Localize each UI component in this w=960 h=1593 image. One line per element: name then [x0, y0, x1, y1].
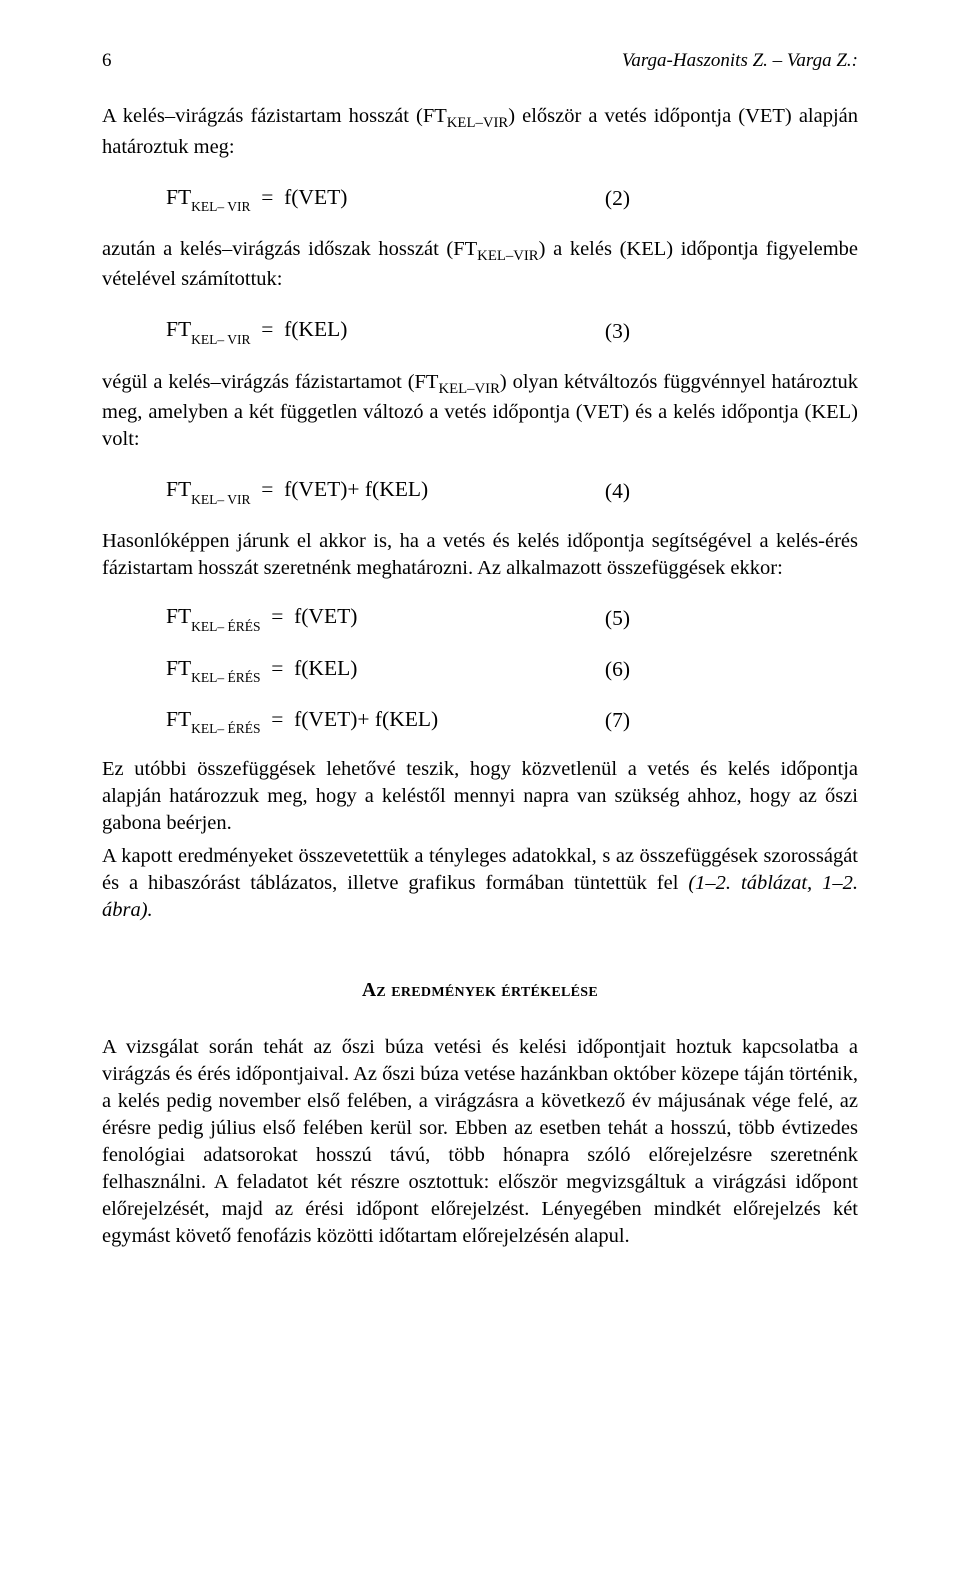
paragraph-3: végül a kelés–virágzás fázistartamot (FT…: [102, 369, 858, 454]
eq-rhs: f(KEL): [284, 317, 347, 341]
equation-3: FTKEL– VIR = f(KEL) (3): [166, 315, 858, 346]
page-header: 6 Varga-Haszonits Z. – Varga Z.:: [102, 48, 858, 73]
paragraph-4: Hasonlóképpen járunk el akkor is, ha a v…: [102, 528, 858, 582]
paragraph-7: A vizsgálat során tehát az őszi búza vet…: [102, 1034, 858, 1250]
eq-sub: KEL– ÉRÉS: [191, 670, 260, 685]
equation-4: FTKEL– VIR = f(VET)+ f(KEL) (4): [166, 475, 858, 506]
paragraph-5: Ez utóbbi összefüggések lehetővé teszik,…: [102, 756, 858, 837]
equation-5: FTKEL– ÉRÉS = f(VET) (5): [166, 602, 858, 633]
eq-sub: KEL– VIR: [191, 332, 250, 347]
eq-sub: KEL– VIR: [191, 199, 250, 214]
equation-2: FTKEL– VIR = f(VET) (2): [166, 183, 858, 214]
page-number: 6: [102, 48, 112, 73]
equation-4-lhs: FTKEL– VIR = f(VET)+ f(KEL): [166, 475, 428, 506]
section-title-rest: z eredmények értékelése: [376, 980, 598, 1001]
equation-5-lhs: FTKEL– ÉRÉS = f(VET): [166, 602, 357, 633]
eq-sign: =: [271, 604, 283, 628]
equation-7: FTKEL– ÉRÉS = f(VET)+ f(KEL) (7): [166, 705, 858, 736]
paragraph-2: azután a kelés–virágzás időszak hosszát …: [102, 236, 858, 294]
equation-3-lhs: FTKEL– VIR = f(KEL): [166, 315, 347, 346]
eq-main: FT: [166, 707, 191, 731]
section-title-results: Az eredmények értékelése: [102, 978, 858, 1004]
eq-main: FT: [166, 185, 191, 209]
eq-rhs: f(KEL): [294, 656, 357, 680]
eq-sub: KEL– ÉRÉS: [191, 619, 260, 634]
equation-7-number: (7): [605, 706, 858, 734]
equation-6-lhs: FTKEL– ÉRÉS = f(KEL): [166, 654, 357, 685]
equation-6-number: (6): [605, 655, 858, 683]
eq-sign: =: [261, 477, 273, 501]
equation-4-number: (4): [605, 477, 858, 505]
equation-2-lhs: FTKEL– VIR = f(VET): [166, 183, 347, 214]
paragraph-6: A kapott eredményeket összevetettük a té…: [102, 843, 858, 924]
equation-5-number: (5): [605, 604, 858, 632]
paragraph-1: A kelés–virágzás fázistartam hosszát (FT…: [102, 103, 858, 161]
eq-rhs: f(VET): [284, 185, 347, 209]
equation-2-number: (2): [605, 184, 858, 212]
header-authors: Varga-Haszonits Z. – Varga Z.:: [622, 48, 858, 73]
eq-sub: KEL– ÉRÉS: [191, 721, 260, 736]
eq-sign: =: [261, 185, 273, 209]
eq-sign: =: [271, 656, 283, 680]
equation-6: FTKEL– ÉRÉS = f(KEL) (6): [166, 654, 858, 685]
equation-3-number: (3): [605, 317, 858, 345]
equation-7-lhs: FTKEL– ÉRÉS = f(VET)+ f(KEL): [166, 705, 438, 736]
eq-sign: =: [261, 317, 273, 341]
eq-main: FT: [166, 604, 191, 628]
eq-rhs: f(VET)+ f(KEL): [284, 477, 428, 501]
eq-sign: =: [271, 707, 283, 731]
section-title-initial: A: [362, 980, 376, 1001]
eq-rhs: f(VET): [294, 604, 357, 628]
eq-main: FT: [166, 477, 191, 501]
eq-rhs: f(VET)+ f(KEL): [294, 707, 438, 731]
eq-sub: KEL– VIR: [191, 492, 250, 507]
eq-main: FT: [166, 656, 191, 680]
eq-main: FT: [166, 317, 191, 341]
